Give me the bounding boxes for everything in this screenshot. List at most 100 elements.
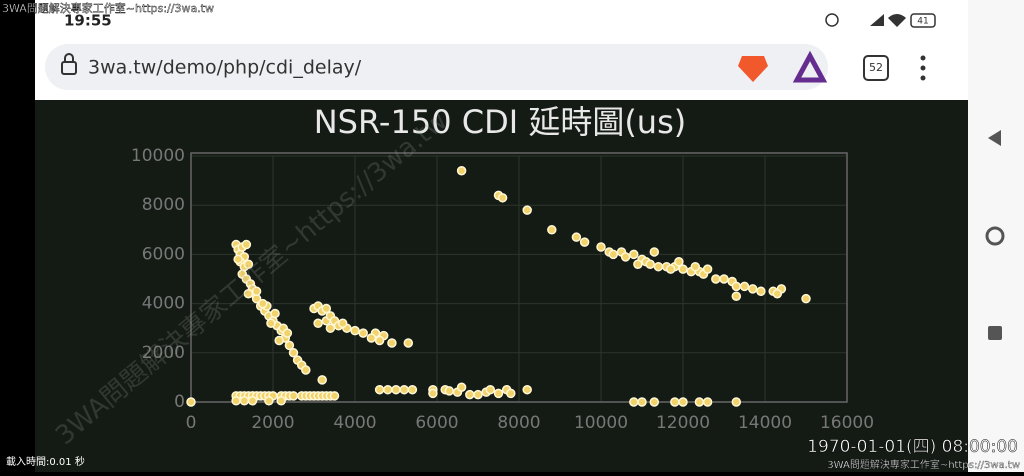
point <box>456 166 467 176</box>
x-tick-label: 10000 <box>574 413 628 433</box>
nav-bar <box>968 0 1024 472</box>
point <box>282 328 293 338</box>
point <box>186 397 196 407</box>
point <box>649 247 660 257</box>
point <box>456 382 467 392</box>
x-tick-label: 4000 <box>333 413 376 433</box>
point <box>317 375 327 385</box>
point <box>801 293 811 304</box>
alarm-icon <box>825 13 839 27</box>
x-tick-label: 8000 <box>497 413 540 433</box>
x-tick-label: 0 <box>186 413 197 433</box>
point <box>358 328 368 338</box>
point <box>465 389 475 400</box>
point <box>694 397 705 407</box>
point <box>266 318 276 329</box>
menu-button[interactable] <box>920 55 926 81</box>
point <box>608 249 619 260</box>
point <box>243 259 254 269</box>
point <box>522 384 532 395</box>
point <box>665 264 676 274</box>
point <box>596 242 606 252</box>
point <box>674 257 684 267</box>
point <box>387 338 397 348</box>
point <box>391 384 401 395</box>
url-bar[interactable] <box>45 44 828 90</box>
point <box>756 286 766 297</box>
plot: 0 2000 4000 6000 8000 10000 0 2000 4000 6000 8000 1… <box>131 146 874 433</box>
point <box>649 397 660 407</box>
point <box>678 397 688 407</box>
point <box>239 396 250 406</box>
point <box>321 303 332 314</box>
point <box>274 335 284 346</box>
point <box>719 274 729 284</box>
lock-shackle <box>64 53 74 62</box>
point <box>571 232 582 242</box>
top-watermark: 3WA問題解決專家工作室~https://3wa.tw <box>2 1 214 15</box>
point <box>428 388 438 399</box>
x-tick-label: 2000 <box>251 413 294 433</box>
point <box>547 225 557 235</box>
point <box>288 391 299 401</box>
point <box>374 384 385 395</box>
tab-button[interactable] <box>863 55 889 81</box>
point <box>403 338 414 348</box>
point <box>633 259 643 269</box>
url-text[interactable]: 3wa.tw/demo/php/cdi_delay/ <box>88 57 362 79</box>
point <box>690 261 701 272</box>
back-button[interactable] <box>988 130 1001 146</box>
recents-button[interactable] <box>988 326 1002 340</box>
lock-icon <box>61 61 77 75</box>
point <box>233 254 243 265</box>
point <box>620 252 631 262</box>
rewards-icon[interactable] <box>792 50 828 83</box>
point <box>485 384 496 395</box>
point <box>383 384 393 395</box>
battery-level: 41 <box>917 17 928 27</box>
point <box>645 259 655 269</box>
x-tick-label: 16000 <box>820 413 874 433</box>
point <box>325 323 336 333</box>
point <box>313 318 323 329</box>
point <box>702 397 713 407</box>
datetime: 1970-01-01(四) 08:00:00 <box>807 437 1018 457</box>
point <box>407 384 418 395</box>
point <box>637 397 647 407</box>
point <box>678 264 688 274</box>
chart-title: NSR-150 CDI 延時圖(us) <box>314 103 687 141</box>
point <box>747 284 758 294</box>
point <box>522 205 532 215</box>
point <box>264 396 274 406</box>
point <box>258 298 268 309</box>
point <box>670 397 680 407</box>
point <box>243 289 254 299</box>
battery-icon <box>910 13 936 28</box>
point <box>629 397 639 407</box>
y-tick-label: 6000 <box>142 244 185 264</box>
point <box>231 396 241 406</box>
brave-icon[interactable] <box>738 56 768 82</box>
point <box>374 335 385 346</box>
bottom-watermark: 3WA問題解決專家工作室~https://3wa.tw <box>827 458 1020 471</box>
home-button[interactable] <box>985 226 1005 246</box>
plot-frame <box>190 152 848 403</box>
point <box>731 281 742 292</box>
point <box>329 391 340 401</box>
point <box>711 274 721 284</box>
tab-count[interactable]: 52 <box>869 61 883 74</box>
point <box>247 396 258 406</box>
point <box>731 291 742 301</box>
point <box>497 193 508 203</box>
point <box>473 389 483 400</box>
signal-icon <box>870 14 884 26</box>
y-tick-label: 10000 <box>131 146 185 166</box>
y-tick-label: 4000 <box>142 294 185 314</box>
load-time: 載入時間:0.01 秒 <box>6 455 85 468</box>
point <box>251 286 262 297</box>
point <box>288 348 299 358</box>
point <box>444 386 455 396</box>
point <box>493 388 504 399</box>
x-tick-label: 6000 <box>415 413 458 433</box>
